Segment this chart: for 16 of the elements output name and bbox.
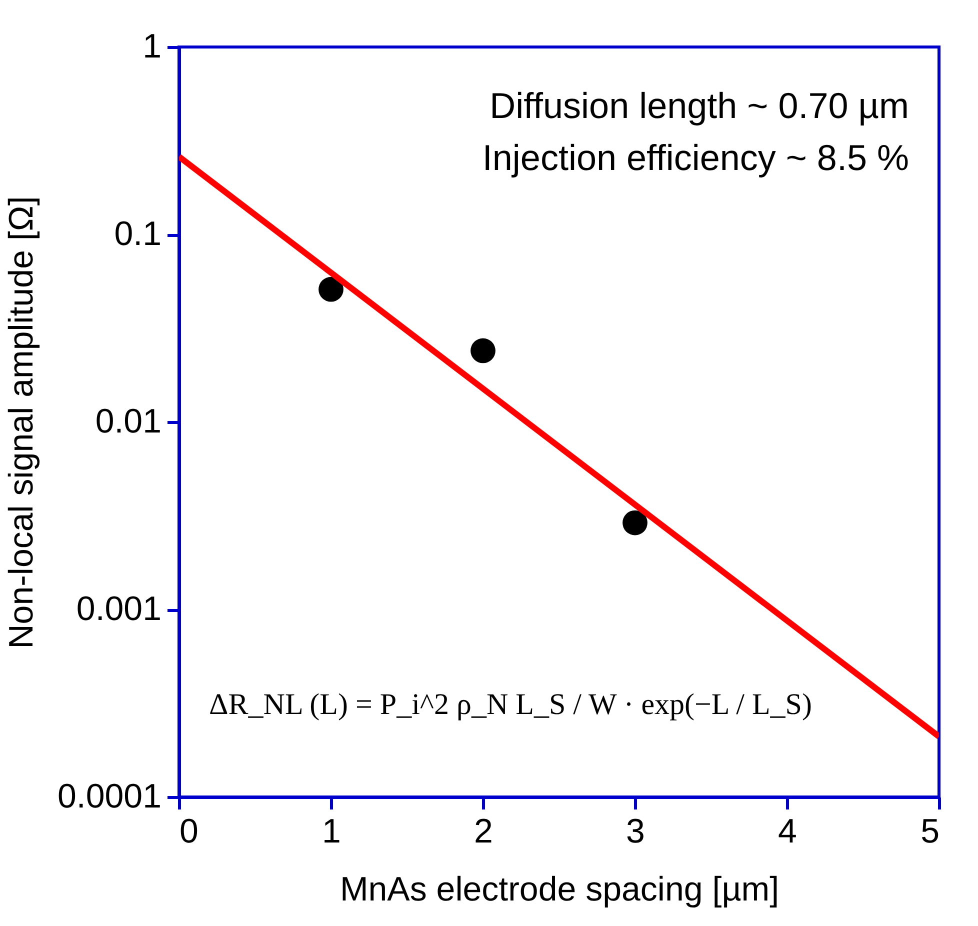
- y-tick-label: 1: [142, 28, 162, 66]
- y-tick-label: 0.001: [76, 590, 162, 628]
- y-tick-label: 0.0001: [58, 778, 162, 816]
- x-axis-title: MnAs electrode spacing [µm]: [340, 870, 780, 908]
- annotation: Injection efficiency ~ 8.5 %: [482, 137, 909, 178]
- x-tick-label: 4: [778, 812, 797, 850]
- x-tick-label: 3: [626, 812, 645, 850]
- x-tick-label: 2: [474, 812, 493, 850]
- y-tick-label: 0.01: [95, 402, 162, 440]
- x-tick-label: 5: [920, 812, 940, 850]
- y-tick-label: 0.1: [114, 215, 162, 253]
- annotation: Diffusion length ~ 0.70 µm: [490, 85, 909, 126]
- x-tick-label: 1: [322, 812, 341, 850]
- x-tick-label: 0: [180, 812, 198, 850]
- annotation: ΔR_NL (L) = P_i^2 ρ_N L_S / W · exp(−L / L_S): [209, 688, 812, 721]
- y-axis-title: Non-local signal amplitude [Ω]: [2, 196, 41, 649]
